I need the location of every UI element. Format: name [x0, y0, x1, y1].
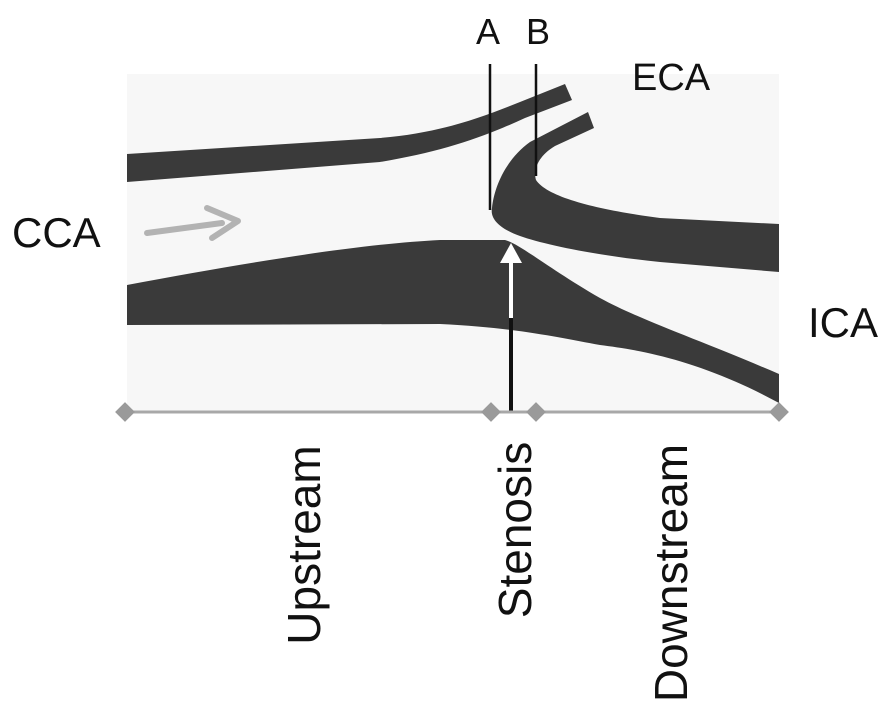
cca-upper-wall	[127, 84, 572, 182]
label-ica: ICA	[808, 299, 878, 346]
flow-divider-wall	[491, 112, 779, 272]
label-eca: ECA	[632, 57, 711, 99]
region-label-downstream: Downstream	[645, 444, 697, 702]
arrow-up-icon	[500, 243, 522, 318]
axis-marker-stenosis-start	[481, 402, 501, 422]
region-label-stenosis: Stenosis	[489, 442, 541, 618]
arrow-right-icon	[144, 205, 241, 241]
section-label-a: A	[476, 11, 500, 52]
axis-marker-stenosis-end	[526, 402, 546, 422]
cca-lower-wall	[127, 240, 779, 403]
axis-marker-end	[769, 402, 789, 422]
section-label-b: B	[526, 11, 550, 52]
region-label-upstream: Upstream	[278, 445, 330, 644]
label-cca: CCA	[12, 209, 101, 256]
axis-marker-start	[115, 402, 135, 422]
